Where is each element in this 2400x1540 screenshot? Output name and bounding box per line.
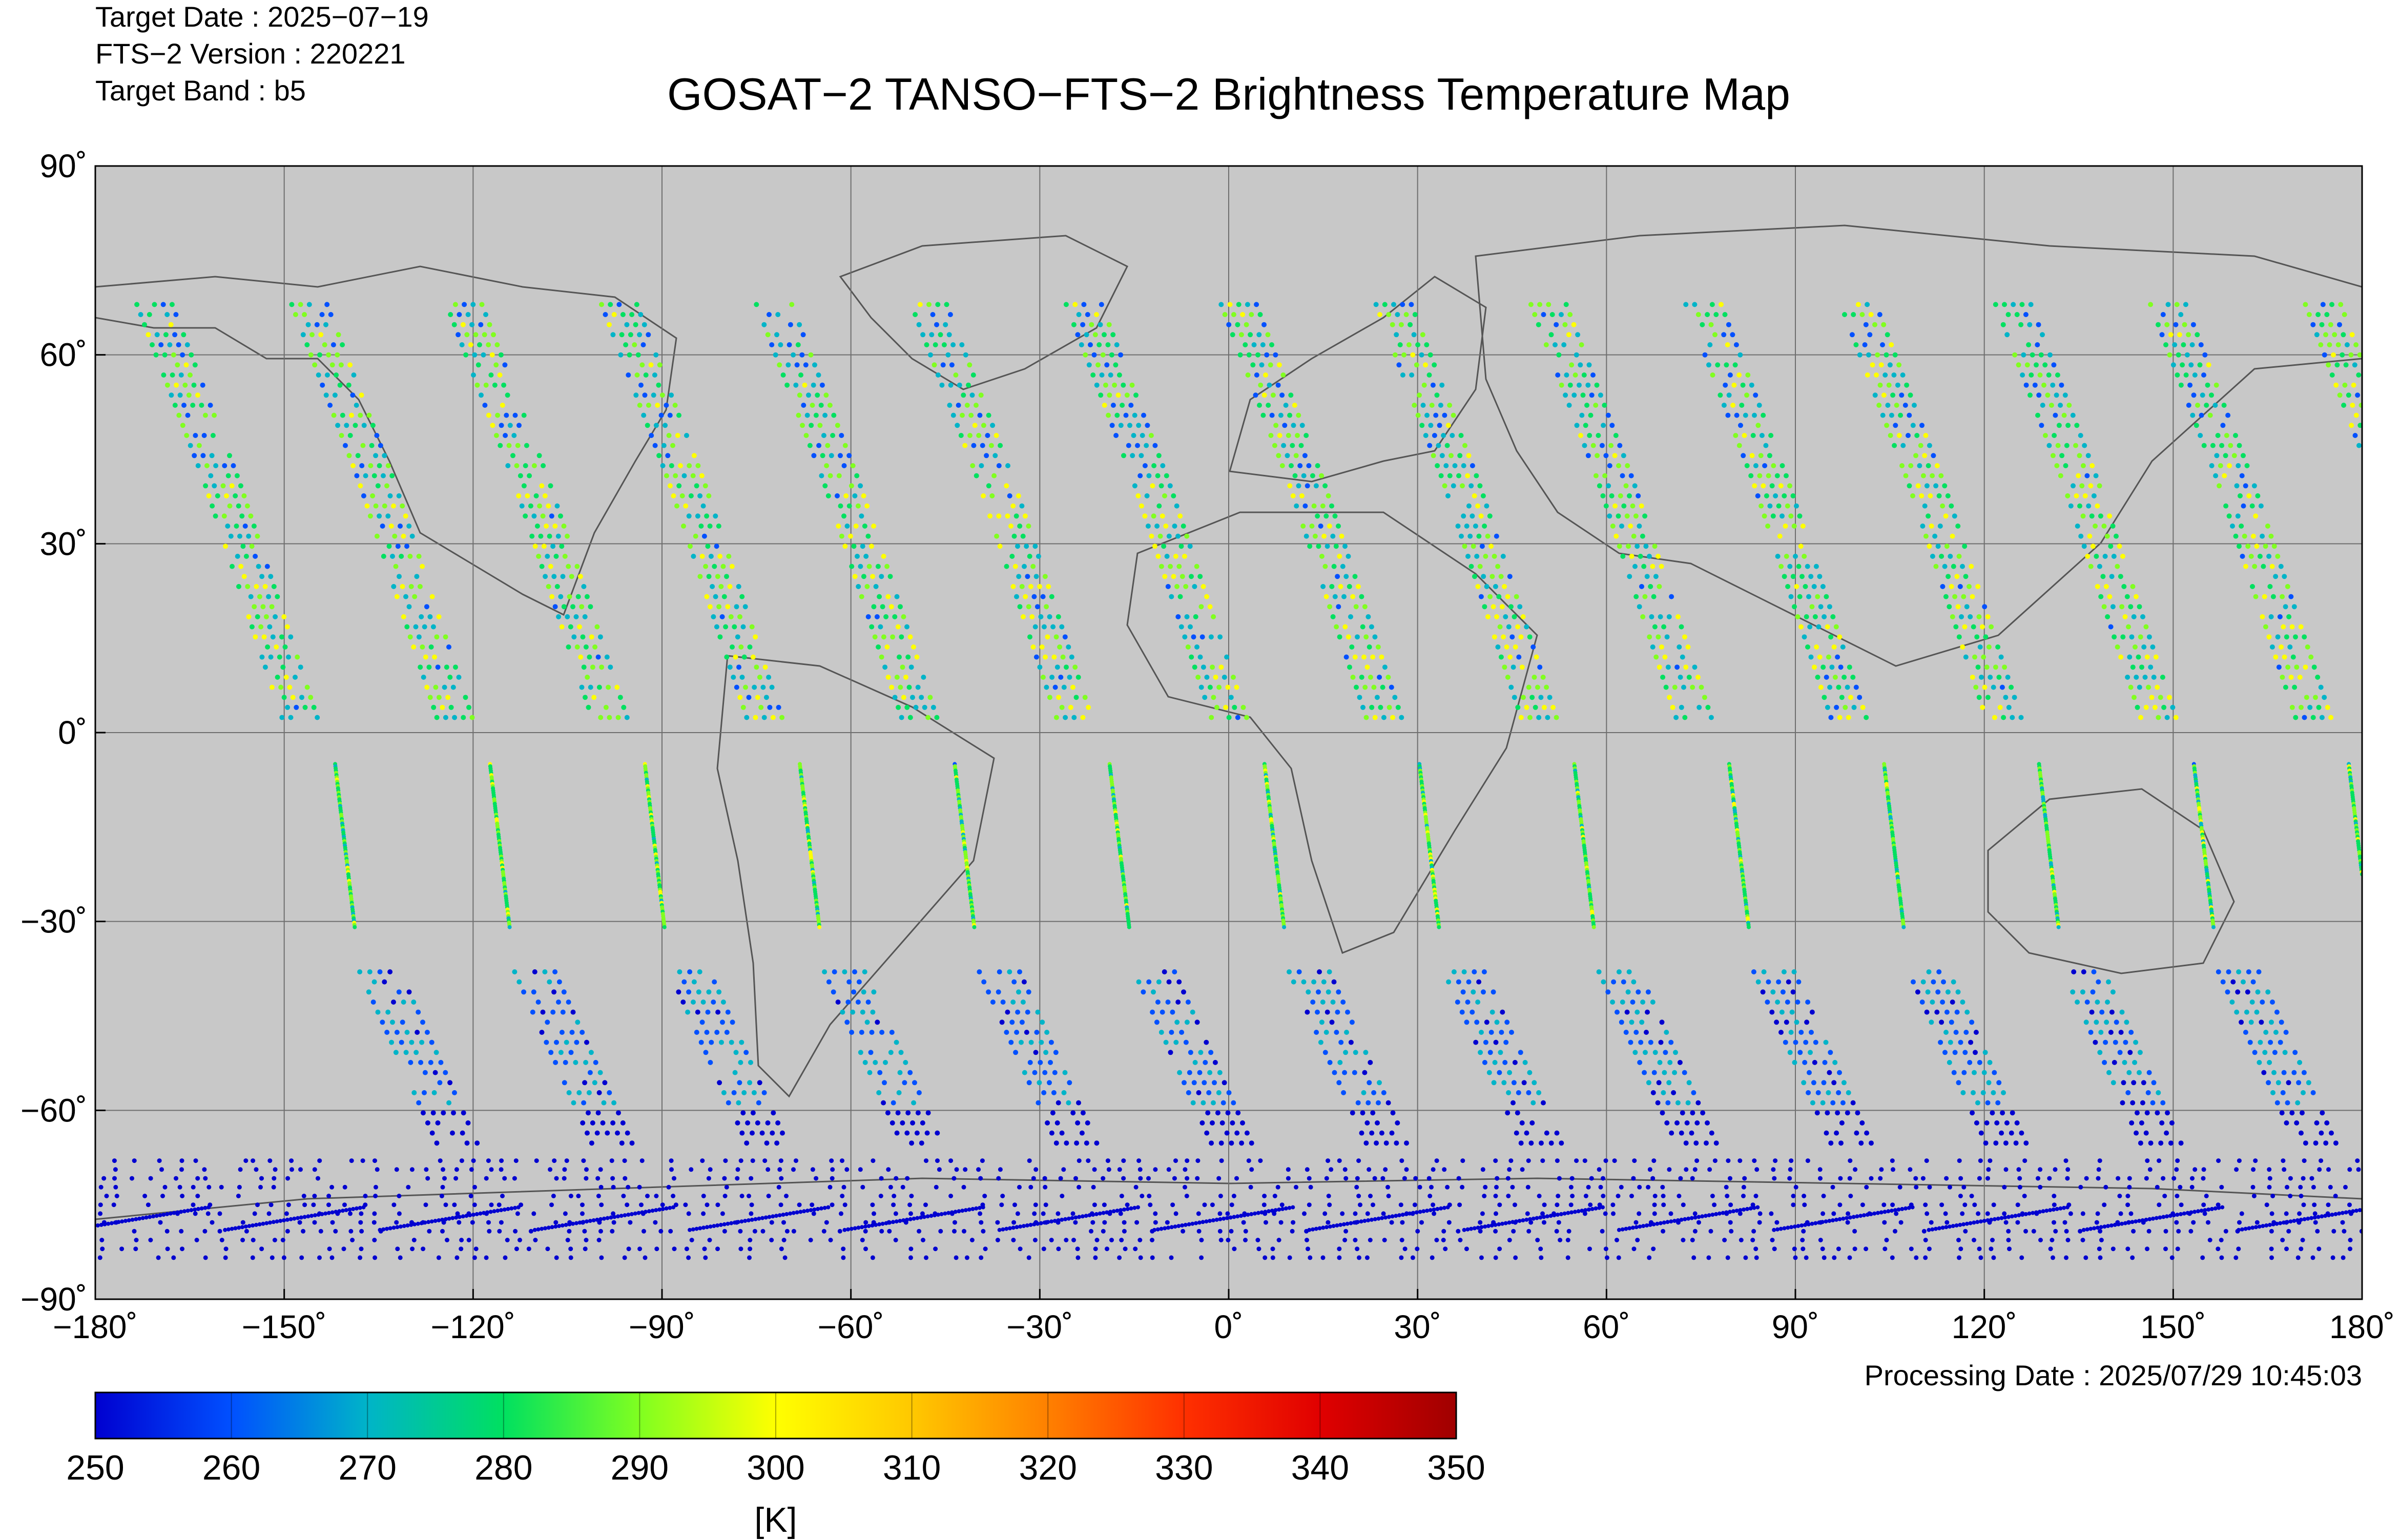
lon-tick-label: 30˚ (1394, 1308, 1441, 1345)
lat-tick-label: 0˚ (58, 714, 87, 751)
lon-tick-label: 0˚ (1214, 1308, 1244, 1345)
colorbar-unit: [K] (754, 1501, 797, 1539)
colorbar-tick-label: 270 (338, 1448, 396, 1487)
fts-version-text: FTS−2 Version : 220221 (95, 37, 406, 70)
colorbar-tick-label: 340 (1291, 1448, 1349, 1487)
lon-tick-label: 120˚ (1952, 1308, 2017, 1345)
colorbar-tick-label: 330 (1155, 1448, 1213, 1487)
map-title: GOSAT−2 TANSO−FTS−2 Brightness Temperatu… (667, 69, 1790, 119)
lon-tick-label: 60˚ (1583, 1308, 1630, 1345)
coastline-south-america (716, 655, 995, 1098)
lon-tick-label: 150˚ (2140, 1308, 2206, 1345)
target-date-text: Target Date : 2025−07−19 (95, 1, 429, 33)
coastline-north-america (95, 265, 677, 616)
colorbar-tick-label: 350 (1427, 1448, 1485, 1487)
colorbar (94, 1391, 1457, 1440)
colorbar-tick-label: 310 (883, 1448, 941, 1487)
coastlines (95, 224, 2362, 1220)
coastline-asia (1475, 224, 2362, 667)
graticule (95, 166, 2362, 1299)
colorbar-tick-label: 280 (474, 1448, 532, 1487)
lat-tick-label: 30˚ (40, 525, 88, 562)
lat-tick-label: 60˚ (40, 337, 88, 373)
lat-tick-label: 90˚ (40, 148, 88, 184)
colorbar-tick-label: 250 (66, 1448, 124, 1487)
lon-tick-label: −180˚ (53, 1308, 137, 1345)
lat-tick-label: −90˚ (20, 1281, 87, 1318)
colorbar-tick-label: 290 (611, 1448, 669, 1487)
colorbar-ticks: 250 260 270 280 290 300 310 320 330 340 350 (66, 1392, 1485, 1487)
coastline-greenland (839, 235, 1129, 390)
colorbar-tick-label: 300 (747, 1448, 804, 1487)
lon-tick-label: −60˚ (818, 1308, 884, 1345)
latitude-axis: 90˚ 60˚ 30˚ 0˚ −30˚ −60˚ −90˚ (20, 148, 106, 1318)
coastline-australia (1987, 788, 2235, 974)
lat-tick-label: −30˚ (20, 903, 87, 940)
longitude-axis: −180˚ −150˚ −120˚ −90˚ −60˚ −30˚ 0˚ 30˚ 60˚ 90˚ 12… (53, 1289, 2395, 1345)
colorbar-tick-label: 320 (1019, 1448, 1077, 1487)
lon-tick-label: 180˚ (2329, 1308, 2395, 1345)
lon-tick-label: 90˚ (1772, 1308, 1819, 1345)
footprint-layer (95, 302, 2362, 1260)
processing-date-text: Processing Date : 2025/07/29 10:45:03 (1865, 1359, 2362, 1391)
lon-tick-label: −150˚ (242, 1308, 326, 1345)
lat-tick-label: −60˚ (20, 1092, 87, 1129)
coastline-africa (1126, 511, 1538, 954)
lon-tick-label: −120˚ (431, 1308, 515, 1345)
coastline-antarctica (95, 1177, 2362, 1220)
target-band-text: Target Band : b5 (95, 74, 306, 107)
lon-tick-label: −90˚ (629, 1308, 695, 1345)
coastline-europe (1229, 276, 1487, 483)
lon-tick-label: −30˚ (1006, 1308, 1073, 1345)
colorbar-tick-label: 260 (202, 1448, 260, 1487)
